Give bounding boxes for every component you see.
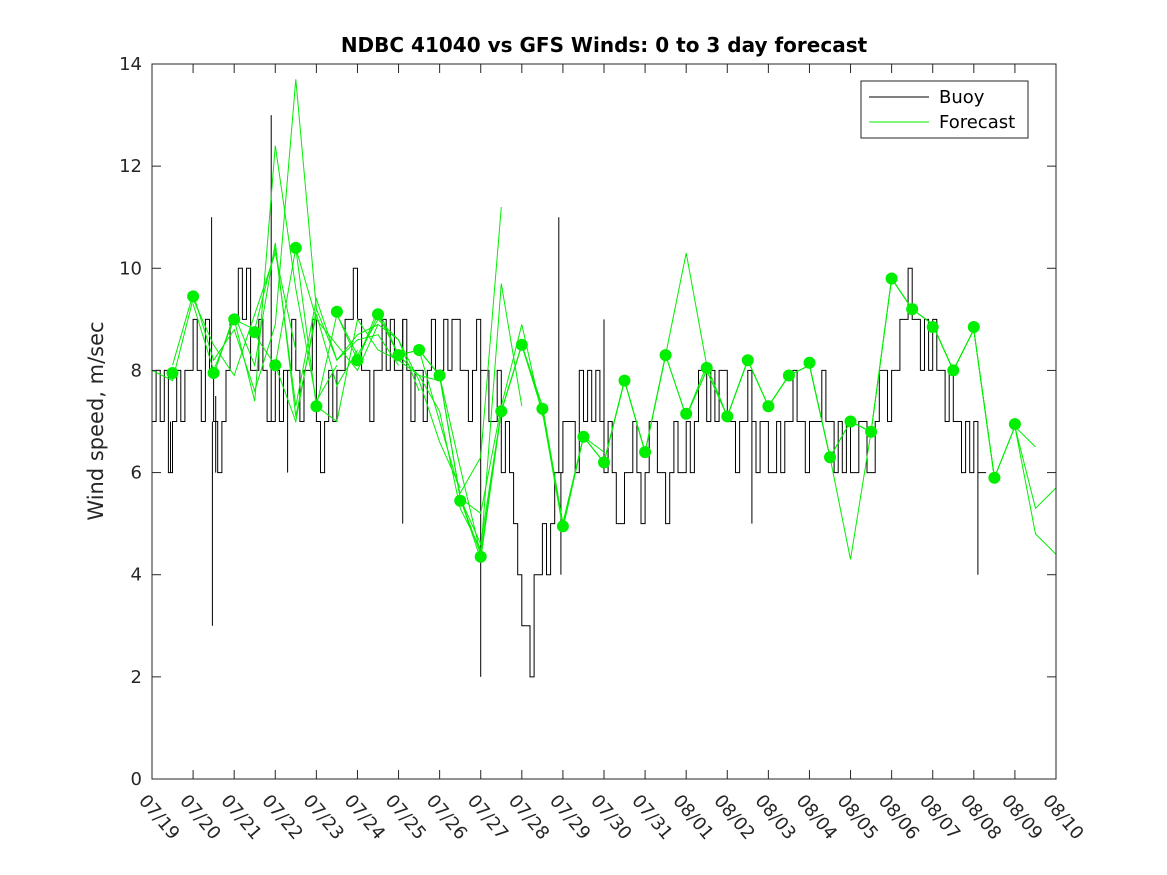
forecast-marker-11 [392,349,405,362]
forecast-marker-5 [269,359,282,372]
y-tick-label: 2 [131,667,142,688]
series-layer [151,79,1057,678]
forecast-marker-21 [598,456,610,469]
forecast-marker-24 [659,349,672,362]
forecast-marker-33 [844,415,857,428]
forecast-marker-13 [433,369,446,382]
y-tick-label: 12 [119,156,142,177]
legend-box [860,80,1029,139]
forecast-marker-4 [248,326,261,339]
forecast-marker-27 [721,410,734,423]
forecast-marker-2 [207,367,220,379]
forecast-marker-20 [577,430,590,443]
legend-buoy-label: Buoy [939,87,985,108]
forecast-marker-36 [906,303,919,316]
forecast-run-4 [233,247,379,407]
forecast-run-29 [952,327,1057,555]
y-tick-label: 14 [119,54,142,75]
forecast-marker-17 [515,338,528,351]
forecast-marker-38 [947,364,960,377]
forecast-marker-39 [967,321,980,333]
forecast-marker-22 [618,374,631,387]
forecast-marker-30 [782,369,795,382]
forecast-marker-25 [680,407,693,420]
forecast-marker-37 [926,321,939,333]
forecast-marker-0 [166,367,179,379]
y-tick-label: 10 [119,258,142,279]
forecast-marker-10 [372,308,384,321]
chart-title: NDBC 41040 vs GFS Winds: 0 to 3 day fore… [341,33,868,57]
y-tick-label: 8 [131,360,142,381]
legend: Buoy Forecast [860,80,1029,139]
forecast-run-5 [254,307,399,424]
forecast-marker-6 [289,241,302,254]
forecast-marker-41 [1008,418,1021,431]
forecast-marker-26 [700,361,713,374]
legend-forecast-label: Forecast [939,112,1015,133]
forecast-run-6 [274,247,420,392]
forecast-marker-31 [803,356,816,369]
forecast-marker-19 [556,520,569,533]
y-tick-label: 0 [131,769,142,790]
forecast-marker-40 [988,471,1001,484]
forecast-marker-12 [413,344,426,356]
forecast-marker-3 [228,313,241,326]
forecast-marker-32 [824,451,836,464]
forecast-marker-23 [639,446,652,459]
y-axis-label: Wind speed, m/sec [84,321,108,520]
forecast-marker-9 [351,354,364,367]
forecast-marker-35 [885,272,898,285]
forecast-marker-7 [310,400,323,413]
forecast-marker-8 [330,305,343,318]
forecast-marker-28 [741,354,754,367]
y-tick-label: 4 [131,565,142,586]
forecast-marker-15 [474,550,487,563]
forecast-marker-16 [495,405,508,418]
forecast-marker-29 [762,400,775,413]
forecast-marker-34 [865,425,878,438]
forecast-marker-14 [454,494,467,507]
y-tick-label: 6 [131,463,142,484]
forecast-marker-18 [536,402,549,415]
forecast-marker-1 [187,290,200,303]
